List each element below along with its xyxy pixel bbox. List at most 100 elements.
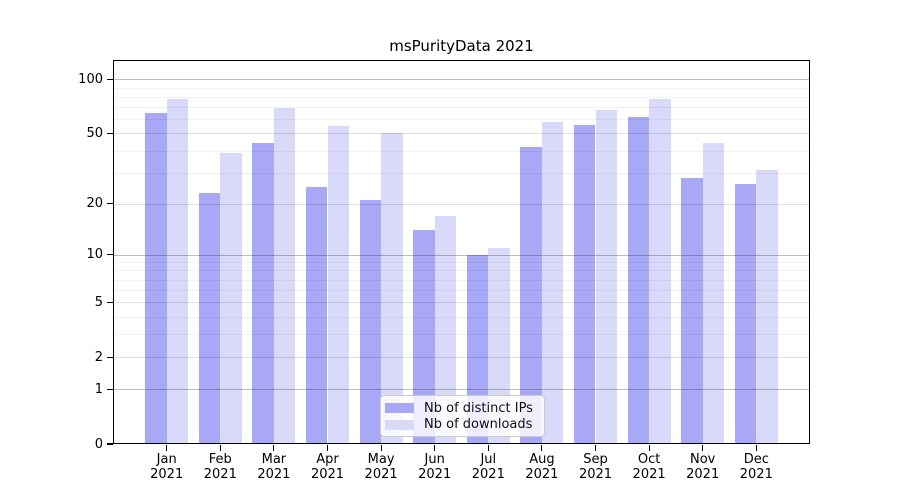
- x-tick-mark: [648, 444, 650, 451]
- gridline: [113, 357, 810, 359]
- x-tick-label: Jul 2021: [461, 452, 515, 482]
- y-tick-mark: [107, 356, 113, 358]
- bar-downloads-jul: [488, 247, 510, 444]
- gridline: [113, 87, 810, 89]
- x-tick-mark: [594, 444, 597, 451]
- bar-downloads-mar: [273, 108, 296, 444]
- bar-downloads-aug: [541, 121, 564, 444]
- x-tick-month: Jan: [156, 452, 177, 467]
- gridline: [113, 334, 810, 336]
- x-tick-month: Aug: [529, 452, 555, 467]
- legend-item: Nb of distinct IPs: [385, 400, 544, 417]
- x-tick-month: Nov: [690, 452, 716, 467]
- x-tick-label: Jan 2021: [140, 452, 194, 482]
- bar-downloads-apr: [327, 126, 350, 444]
- gridline: [113, 119, 810, 121]
- y-tick-label: 20: [86, 196, 103, 211]
- x-tick-year: 2021: [739, 467, 773, 482]
- x-tick-month: Oct: [637, 452, 661, 467]
- bar-distinct-ips-jun: [413, 230, 435, 444]
- gridline: [113, 254, 810, 256]
- x-tick-mark: [541, 444, 543, 451]
- legend-item: Nb of downloads: [385, 417, 544, 434]
- y-tick-mark: [107, 253, 113, 256]
- legend: Nb of distinct IPs Nb of downloads: [380, 395, 545, 437]
- bar-distinct-ips-jan: [145, 113, 167, 444]
- y-tick-mark: [107, 202, 113, 205]
- gridline: [113, 79, 810, 81]
- x-tick-label: Mar 2021: [247, 452, 301, 482]
- legend-swatch-distinct-ips: [385, 403, 414, 414]
- bar-downloads-dec: [756, 170, 778, 444]
- x-tick-mark: [326, 444, 329, 451]
- x-tick-month: Jul: [480, 452, 497, 467]
- x-tick-mark: [219, 444, 221, 451]
- gridline: [113, 262, 810, 264]
- x-tick-label: Dec 2021: [729, 452, 783, 482]
- x-tick-label: Aug 2021: [515, 452, 569, 482]
- bar-distinct-ips-feb: [198, 192, 221, 444]
- x-tick-mark: [702, 444, 704, 451]
- grid-layer: [113, 60, 810, 445]
- x-tick-mark: [166, 444, 168, 451]
- x-tick-year: 2021: [310, 467, 345, 482]
- x-tick-label: May 2021: [354, 452, 408, 482]
- bar-downloads-oct: [649, 98, 671, 444]
- gridline: [113, 107, 810, 109]
- gridline: [113, 150, 810, 152]
- gridline: [113, 389, 810, 391]
- x-tick-year: 2021: [471, 467, 505, 482]
- gridline: [113, 172, 810, 174]
- gridline: [113, 203, 810, 205]
- chart-title: msPurityData 2021: [389, 37, 534, 55]
- y-tick-mark: [107, 388, 113, 390]
- x-tick-label: Apr 2021: [301, 452, 355, 482]
- legend-swatch-downloads: [385, 419, 414, 430]
- gridline: [113, 133, 810, 135]
- gridline: [113, 302, 810, 304]
- x-tick-mark: [273, 444, 275, 451]
- x-tick-year: 2021: [364, 467, 398, 482]
- x-tick-month: Apr: [316, 452, 339, 467]
- x-tick-label: Feb 2021: [193, 452, 247, 482]
- x-tick-label: Oct 2021: [622, 452, 676, 482]
- bar-distinct-ips-oct: [627, 116, 650, 444]
- bar-distinct-ips-mar: [252, 143, 274, 444]
- plot-area: [113, 60, 810, 445]
- bar-distinct-ips-dec: [734, 183, 757, 444]
- gridline: [113, 279, 810, 281]
- bar-downloads-nov: [702, 143, 725, 444]
- x-tick-year: 2021: [257, 467, 291, 482]
- x-tick-year: 2021: [578, 467, 613, 482]
- x-tick-month: Sep: [583, 452, 608, 467]
- bar-distinct-ips-may: [359, 199, 382, 444]
- x-tick-mark: [434, 444, 436, 451]
- y-tick-label: 100: [78, 71, 103, 87]
- legend-label: Nb of downloads: [424, 417, 533, 433]
- x-tick-year: 2021: [632, 467, 666, 482]
- bar-distinct-ips-aug: [520, 146, 542, 444]
- bar-downloads-may: [381, 133, 403, 444]
- x-tick-year: 2021: [525, 467, 559, 482]
- x-tick-month: Dec: [743, 452, 769, 467]
- y-tick-label: 1: [94, 381, 103, 397]
- x-tick-year: 2021: [418, 467, 452, 482]
- bar-downloads-feb: [220, 152, 242, 444]
- y-tick-label: 50: [86, 125, 103, 141]
- gridline: [113, 270, 810, 272]
- x-tick-month: May: [367, 452, 395, 467]
- legend-label: Nb of distinct IPs: [424, 400, 533, 416]
- x-tick-label: Sep 2021: [569, 452, 623, 482]
- y-tick-label: 10: [86, 247, 103, 263]
- gridline: [113, 316, 810, 318]
- bar-downloads-sep: [595, 109, 618, 444]
- y-tick-mark: [107, 301, 113, 304]
- x-tick-month: Feb: [208, 452, 232, 467]
- y-tick-mark: [107, 132, 113, 134]
- y-tick-label: 2: [94, 349, 103, 365]
- x-tick-year: 2021: [686, 467, 720, 482]
- x-tick-mark: [487, 444, 489, 451]
- x-tick-mark: [380, 444, 382, 451]
- bar-distinct-ips-sep: [573, 124, 596, 444]
